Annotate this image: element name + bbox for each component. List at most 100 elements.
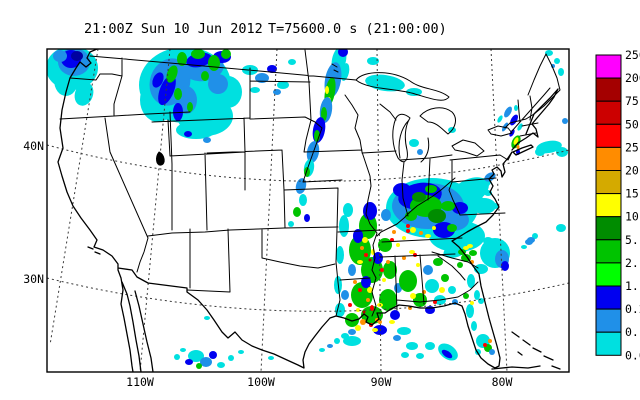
precip-cell — [412, 192, 426, 202]
precip-cell — [338, 49, 348, 57]
precip-cell — [356, 308, 360, 312]
precip-cell — [489, 349, 495, 355]
precip-cell — [483, 343, 487, 347]
meridian-90w — [376, 49, 382, 372]
precip-cell — [545, 50, 553, 56]
title-timestep: T=75600.0 s (21:00:00) — [268, 21, 447, 37]
precip-cell — [459, 235, 477, 247]
precip-cell — [341, 290, 349, 300]
precip-cell — [554, 58, 560, 64]
precip-cell — [389, 320, 395, 324]
precip-cell — [363, 202, 377, 220]
precip-cell — [273, 89, 281, 95]
precip-cell — [410, 227, 416, 233]
precip-cell — [367, 57, 379, 65]
precip-cell — [325, 86, 329, 94]
precip-cell — [466, 304, 474, 318]
colorbar-tick-label: 15. — [625, 187, 640, 201]
precip-cell — [410, 293, 416, 299]
precip-cell — [556, 224, 566, 232]
precip-cell — [250, 87, 260, 93]
colorbar-box — [595, 193, 622, 218]
precip-cell — [295, 178, 307, 194]
precip-cell — [380, 268, 384, 272]
colorbar-tick-label: 0.01 — [625, 348, 640, 362]
precip-cell — [497, 115, 503, 123]
geography-layer — [57, 49, 561, 372]
colorbar-box — [595, 239, 622, 264]
colorbar-tick-label: 0.25 — [625, 302, 640, 316]
precip-cell — [390, 310, 400, 320]
precip-cell — [448, 286, 456, 294]
plot-frame — [46, 48, 570, 373]
precip-cell — [417, 149, 423, 155]
precip-cell — [474, 290, 480, 300]
meridian-80w — [490, 49, 508, 372]
precip-cell — [416, 263, 420, 267]
precip-cell — [396, 243, 400, 247]
colorbar-box — [595, 146, 622, 171]
precip-cell — [425, 342, 435, 350]
colorbar-tick-label: 75. — [625, 94, 640, 108]
y-axis-label: 40N — [23, 139, 44, 153]
precip-cell — [471, 321, 477, 331]
precip-cell — [460, 191, 468, 197]
colorbar-box — [595, 285, 622, 310]
precip-cell — [516, 145, 520, 149]
precip-cell — [432, 226, 436, 230]
precip-cell — [406, 342, 418, 350]
precip-cell — [74, 82, 94, 106]
x-axis-label: 100W — [247, 375, 275, 389]
precip-cell — [228, 355, 234, 361]
colorbar-box — [595, 170, 622, 195]
colorbar-box — [595, 100, 622, 125]
precip-cell — [402, 256, 406, 260]
precip-cell — [469, 208, 477, 214]
precip-cell — [360, 319, 366, 325]
precip-cell — [527, 237, 535, 243]
precip-cell — [439, 287, 445, 293]
precip-cell — [478, 298, 484, 304]
precip-cell — [268, 356, 274, 360]
precip-cell — [423, 265, 433, 275]
precip-cell — [339, 215, 349, 237]
precip-cell — [204, 316, 210, 320]
parallel-30n — [47, 277, 569, 312]
precip-cell — [521, 245, 527, 249]
precip-cell — [166, 65, 178, 83]
colorbar-tick-label: 20. — [625, 164, 640, 178]
precip-cell — [196, 363, 202, 369]
precip-cell — [470, 301, 474, 305]
precip-cell — [152, 72, 164, 88]
colorbar-tick-label: 5. — [625, 233, 639, 247]
precip-cell — [361, 276, 371, 288]
precip-cell — [359, 213, 377, 239]
precip-cell — [473, 231, 483, 239]
x-axis-label: 80W — [492, 375, 513, 389]
precip-cell — [433, 258, 443, 266]
title-datetime: 21:00Z Sun 10 Jun 2012 — [84, 21, 263, 37]
precip-cell — [368, 258, 372, 262]
colorbar-box — [595, 331, 622, 356]
precip-cell — [288, 59, 296, 65]
precip-cell — [406, 224, 410, 228]
colorbar-tick-label: 10. — [625, 210, 640, 224]
precip-cell — [343, 336, 361, 346]
precip-cell — [319, 348, 325, 352]
precip-cell — [177, 52, 187, 66]
precip-cell — [469, 250, 477, 256]
colorbar-box — [595, 77, 622, 102]
precip-cell — [406, 229, 410, 233]
precip-cell — [386, 260, 390, 264]
precip-cell — [201, 71, 209, 81]
precip-cell — [447, 224, 457, 232]
precip-cell — [185, 359, 193, 365]
colorbar-tick-label: 1. — [625, 279, 639, 293]
precip-cell — [184, 131, 192, 137]
precip-cell — [53, 50, 67, 62]
precip-cell — [501, 261, 509, 271]
precip-cell — [345, 313, 359, 327]
precip-cell — [357, 260, 363, 264]
precip-cell — [558, 68, 564, 76]
great-lakes — [355, 72, 513, 163]
